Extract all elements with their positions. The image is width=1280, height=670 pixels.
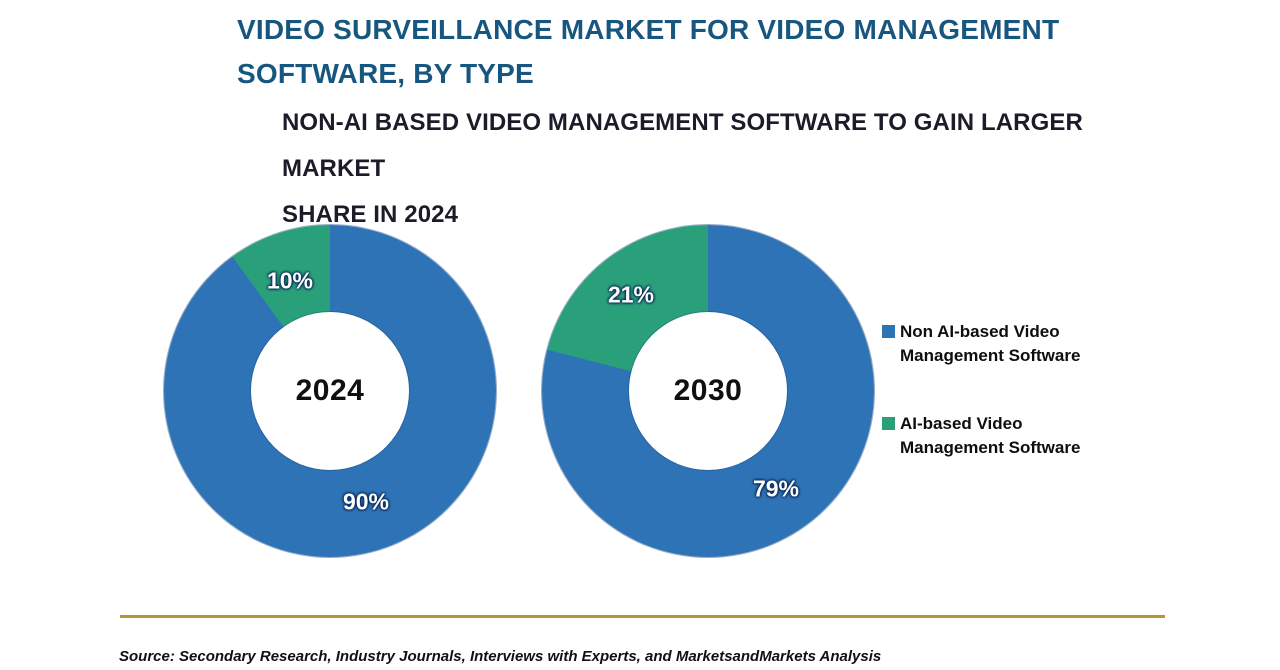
slice-label-nonai-2024: 90% (342, 488, 390, 515)
chart-subtitle-line2: SHARE IN 2024 (282, 201, 459, 228)
donut-center-label-2030: 2030 (673, 374, 743, 407)
source-text: Source: Secondary Research, Industry Jou… (119, 648, 882, 665)
legend-label-non-ai: Non AI-based Video Management Software (900, 322, 1081, 365)
chart-subtitle-line1: NON-AI BASED VIDEO MANAGEMENT SOFTWARE T… (282, 109, 1083, 182)
donut-chart-2030: 2030 (542, 225, 874, 557)
legend-swatch-blue-icon (882, 325, 895, 338)
chart-title: VIDEO SURVEILLANCE MARKET FOR VIDEO MANA… (237, 8, 1097, 96)
source-divider (120, 615, 1165, 618)
legend-item-ai: AI-based Video Management Software (882, 412, 1122, 460)
chart-title-line2: SOFTWARE, BY TYPE (237, 58, 534, 89)
donut-center-label-2024: 2024 (295, 374, 365, 407)
slice-label-ai-2030: 21% (607, 281, 655, 308)
donut-chart-2024: 2024 (164, 225, 496, 557)
donut-hole-2030: 2030 (629, 312, 787, 470)
slice-label-ai-2024: 10% (266, 267, 314, 294)
slice-label-nonai-2030: 79% (752, 475, 800, 502)
donut-hole-2024: 2024 (251, 312, 409, 470)
legend-item-non-ai: Non AI-based Video Management Software (882, 320, 1122, 368)
legend-swatch-green-icon (882, 417, 895, 430)
legend-label-ai: AI-based Video Management Software (900, 414, 1081, 457)
chart-title-line1: VIDEO SURVEILLANCE MARKET FOR VIDEO MANA… (237, 14, 1060, 45)
chart-subtitle: NON-AI BASED VIDEO MANAGEMENT SOFTWARE T… (282, 100, 1142, 238)
